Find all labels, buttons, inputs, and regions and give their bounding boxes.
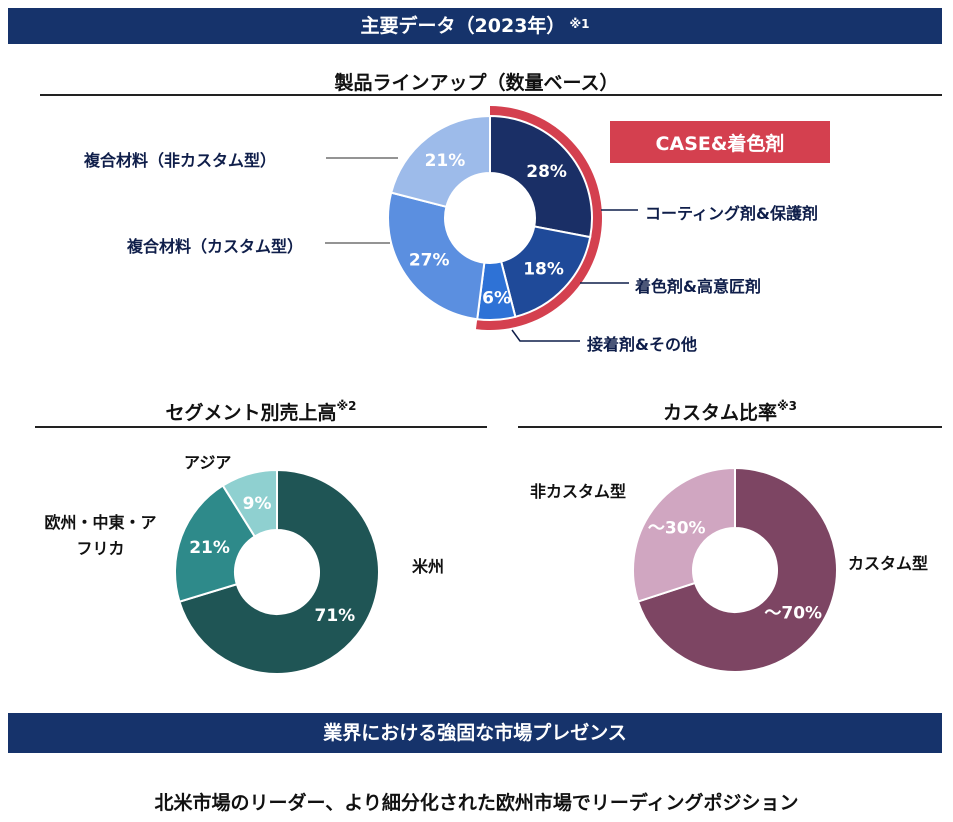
segment-title-wrap: セグメント別売上高※2 <box>35 398 487 425</box>
segment-note: ※2 <box>336 398 357 413</box>
presence-statement: 北米市場のリーダー、より細分化された欧州市場でリーディングポジション <box>154 792 799 814</box>
lineup-slice-3 <box>387 191 486 321</box>
lineup-value-label-3: 27% <box>409 250 450 270</box>
custom-value-label-0: ～70% <box>764 603 822 623</box>
lineup-value-label-0: 28% <box>526 162 567 182</box>
segment-slice-1 <box>174 484 257 603</box>
segment-value-label-0: 71% <box>315 606 356 626</box>
lineup-rule <box>40 94 942 96</box>
label-americas: 米州 <box>412 557 445 576</box>
label-coating: コーティング剤&保護剤 <box>645 204 818 223</box>
lineup-value-label-1: 18% <box>523 259 564 279</box>
custom-slice-0 <box>636 466 838 673</box>
label-noncustom: 非カスタム型 <box>530 482 627 501</box>
custom-value-label-1: ～30% <box>648 519 706 539</box>
lineup-slice-4 <box>389 114 491 209</box>
header-note: ※1 <box>569 17 590 31</box>
segment-donut: 71% 21% 9% <box>174 468 380 675</box>
custom-donut: ～70% ～30% <box>632 466 838 673</box>
lineup-slice-0 <box>489 114 593 239</box>
lineup-value-label-4: 21% <box>425 151 466 171</box>
label-emea: 欧州・中東・アフリカ <box>38 510 163 562</box>
segment-slice-2 <box>221 468 278 538</box>
custom-rule <box>518 426 942 428</box>
label-colorant: 着色剤&高意匠剤 <box>635 277 761 296</box>
label-emea-text: 欧州・中東・アフリカ <box>44 513 157 558</box>
custom-slice-1 <box>632 466 736 603</box>
lineup-leaders <box>325 157 638 342</box>
label-composite-noncustom: 複合材料（非カスタム型） <box>84 151 277 170</box>
label-adhesive: 接着剤&その他 <box>587 335 697 354</box>
lineup-donut: 28% 18% 6% 27% 21% <box>387 106 602 330</box>
segment-value-label-1: 21% <box>189 538 230 558</box>
lineup-title: 製品ラインアップ（数量ベース） <box>334 72 619 94</box>
header-banner: 主要データ（2023年） ※1 <box>8 8 942 44</box>
header-title: 主要データ（2023年） <box>360 15 566 37</box>
label-asia: アジア <box>184 453 232 472</box>
lineup-value-label-2: 6% <box>482 288 511 308</box>
presence-title: 業界における強固な市場プレゼンス <box>323 722 627 744</box>
segment-title: セグメント別売上高 <box>165 402 337 424</box>
segment-rule <box>35 426 487 428</box>
presence-banner: 業界における強固な市場プレゼンス <box>8 713 942 753</box>
label-composite-custom: 複合材料（カスタム型） <box>127 237 304 256</box>
leader-adhesive <box>511 329 580 342</box>
label-custom: カスタム型 <box>848 554 929 573</box>
custom-title-wrap: カスタム比率※3 <box>518 398 942 425</box>
segment-slice-0 <box>178 468 380 675</box>
custom-note: ※3 <box>777 398 798 413</box>
segment-value-label-2: 9% <box>243 494 272 514</box>
case-badge: CASE&着色剤 <box>610 121 830 163</box>
custom-title: カスタム比率 <box>662 402 777 424</box>
